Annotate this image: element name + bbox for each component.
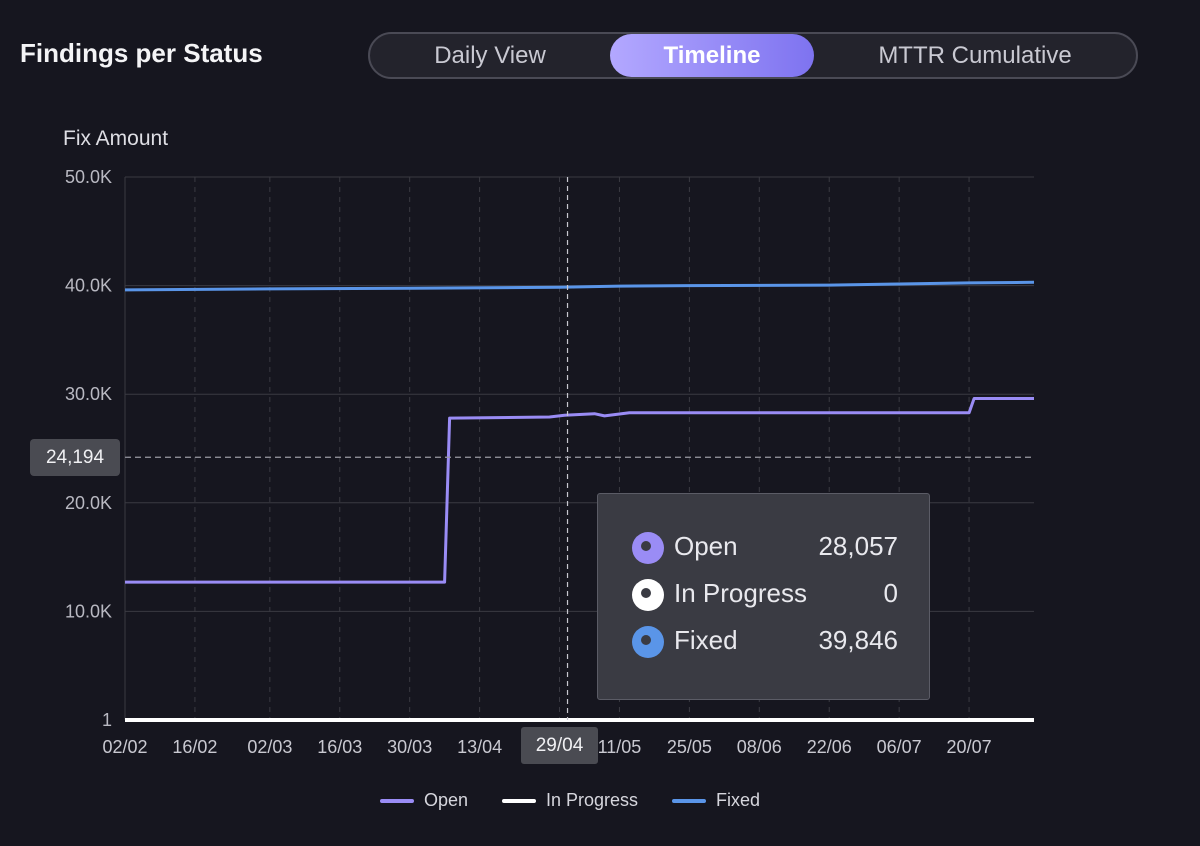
legend-label: In Progress: [545, 790, 639, 810]
tooltip-value: 39,846: [818, 625, 898, 655]
x-tick-label: 22/06: [807, 737, 852, 757]
y-tick-label: 50.0K: [65, 167, 112, 187]
crosshair-y-badge: 24,194: [30, 439, 120, 476]
chart-legend: Open In Progress Fixed: [0, 790, 1200, 811]
mttr-cumulative-tab[interactable]: MTTR Cumulative: [878, 42, 1072, 69]
crosshair-x-badge: 29/04: [521, 727, 598, 764]
x-tick-label: 16/03: [317, 737, 362, 757]
in-progress-status-icon: [632, 579, 664, 611]
x-tick-label: 08/06: [737, 737, 782, 757]
view-toggle: Daily View Timeline MTTR Cumulative: [368, 32, 1138, 79]
open-status-icon: [632, 532, 664, 564]
legend-item-in-progress[interactable]: In Progress: [494, 790, 638, 811]
y-axis-title: Fix Amount: [63, 127, 168, 150]
legend-item-open[interactable]: Open: [379, 790, 468, 811]
tooltip-value: 0: [883, 578, 898, 608]
chart-tooltip: Open 28,057 In Progress 0 Fixed 39,846: [597, 493, 930, 700]
x-tick-label: 02/03: [247, 737, 292, 757]
x-tick-label: 06/07: [877, 737, 922, 757]
x-tick-label: 13/04: [457, 737, 502, 757]
x-tick-label: 20/07: [947, 737, 992, 757]
x-tick-label: 30/03: [387, 737, 432, 757]
tooltip-label: Fixed: [674, 625, 738, 655]
y-tick-label: 30.0K: [65, 384, 112, 404]
legend-label: Open: [423, 790, 468, 810]
x-axis-ticks: 02/0216/0202/0316/0330/0313/0429/0411/05…: [102, 737, 991, 757]
legend-label: Fixed: [716, 790, 761, 810]
x-tick-label: 11/05: [598, 737, 642, 757]
fixed-swatch: [672, 798, 707, 803]
y-tick-label: 40.0K: [65, 276, 112, 296]
x-tick-label: 16/02: [172, 737, 217, 757]
open-swatch: [379, 798, 414, 803]
legend-item-fixed[interactable]: Fixed: [664, 790, 760, 811]
fixed-status-icon: [632, 626, 664, 658]
tooltip-value: 28,057: [818, 531, 898, 561]
y-axis-ticks: 1 10.0K 20.0K 30.0K 40.0K 50.0K: [65, 167, 112, 730]
tooltip-label: Open: [674, 531, 738, 561]
fixed-series-line: [124, 280, 1035, 292]
crosshair: [125, 177, 1034, 720]
y-tick-label: 1: [102, 710, 112, 730]
open-series-line: [125, 397, 1034, 584]
tooltip-label: In Progress: [674, 578, 807, 608]
daily-view-tab[interactable]: Daily View: [434, 42, 546, 69]
chart-series: [124, 280, 1035, 722]
in-progress-swatch: [501, 798, 536, 803]
page-title: Findings per Status: [20, 38, 263, 68]
y-tick-label: 20.0K: [65, 493, 112, 513]
y-tick-label: 10.0K: [65, 601, 112, 621]
timeline-tab[interactable]: Timeline: [610, 34, 814, 77]
x-tick-label: 02/02: [102, 737, 147, 757]
x-tick-label: 25/05: [667, 737, 712, 757]
